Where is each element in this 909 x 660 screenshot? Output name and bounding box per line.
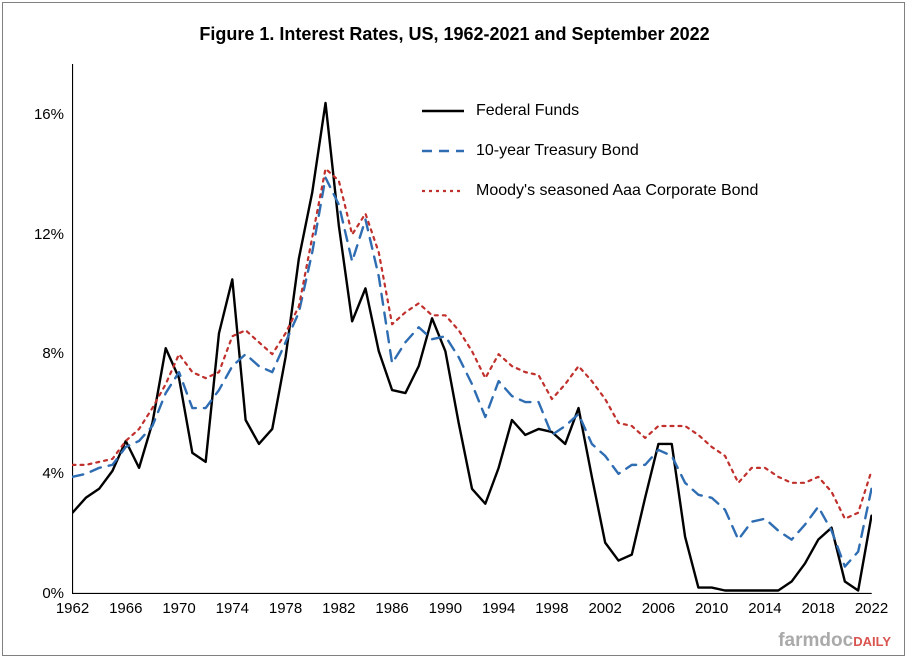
x-tick-label: 2010 bbox=[692, 600, 732, 617]
chart-title: Figure 1. Interest Rates, US, 1962-2021 … bbox=[0, 24, 909, 45]
series-moody-s-seasoned-aaa-corporate-bond bbox=[73, 169, 872, 519]
legend-swatch-moodys bbox=[420, 180, 466, 202]
x-tick-label: 1970 bbox=[159, 600, 199, 617]
x-tick-label: 1990 bbox=[425, 600, 465, 617]
y-tick-label: 12% bbox=[14, 226, 64, 243]
x-tick-label: 2018 bbox=[798, 600, 838, 617]
x-tick-label: 1978 bbox=[266, 600, 306, 617]
series-10-year-treasury-bond bbox=[73, 178, 872, 567]
legend-label: Moody's seasoned Aaa Corporate Bond bbox=[476, 182, 758, 200]
x-tick-label: 2002 bbox=[585, 600, 625, 617]
legend-swatch-federal-funds bbox=[420, 100, 466, 122]
legend-item-moodys: Moody's seasoned Aaa Corporate Bond bbox=[420, 180, 758, 202]
x-tick-label: 2006 bbox=[638, 600, 678, 617]
legend-swatch-treasury bbox=[420, 140, 466, 162]
legend: Federal Funds 10-year Treasury Bond Mood… bbox=[420, 100, 758, 220]
x-tick-label: 1982 bbox=[319, 600, 359, 617]
x-tick-label: 1966 bbox=[106, 600, 146, 617]
x-tick-label: 1986 bbox=[372, 600, 412, 617]
x-tick-label: 1962 bbox=[53, 600, 93, 617]
y-tick-label: 8% bbox=[14, 345, 64, 362]
brand-main: farmdoc bbox=[778, 630, 853, 651]
x-tick-label: 1994 bbox=[479, 600, 519, 617]
brand-logo: farmdocDAILY bbox=[778, 630, 891, 652]
x-tick-label: 2022 bbox=[852, 600, 892, 617]
legend-label: 10-year Treasury Bond bbox=[476, 142, 639, 160]
legend-item-treasury: 10-year Treasury Bond bbox=[420, 140, 758, 162]
y-tick-label: 4% bbox=[14, 465, 64, 482]
legend-item-federal-funds: Federal Funds bbox=[420, 100, 758, 122]
x-tick-label: 2014 bbox=[745, 600, 785, 617]
legend-label: Federal Funds bbox=[476, 102, 579, 120]
x-tick-label: 1974 bbox=[212, 600, 252, 617]
y-tick-label: 16% bbox=[14, 106, 64, 123]
brand-accent: DAILY bbox=[853, 634, 891, 649]
y-tick-label: 0% bbox=[14, 585, 64, 602]
x-tick-label: 1998 bbox=[532, 600, 572, 617]
